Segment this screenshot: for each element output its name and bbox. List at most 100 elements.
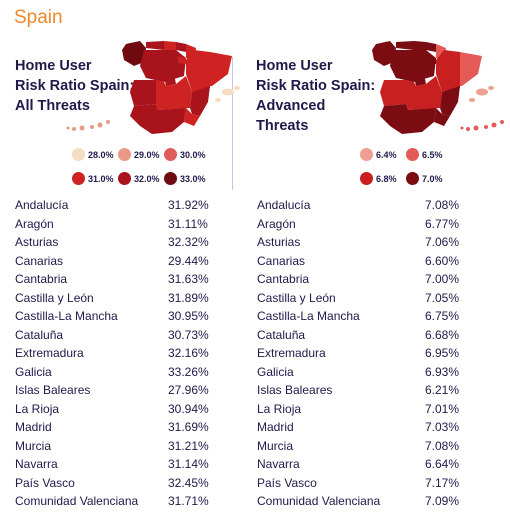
canary-islands bbox=[66, 120, 110, 131]
table-row: Murcia 7.08% bbox=[257, 437, 477, 456]
region-name: Islas Baleares bbox=[15, 383, 91, 398]
region-name: Cantabria bbox=[15, 272, 68, 287]
table-row: Cataluña 30.73% bbox=[15, 326, 215, 345]
heading-line: Home User bbox=[15, 58, 92, 74]
risk-value: 7.08% bbox=[425, 198, 460, 213]
risk-value: 6.60% bbox=[425, 253, 460, 268]
region-murcia bbox=[184, 108, 200, 126]
spain-map-advanced-threats bbox=[372, 41, 504, 134]
risk-value: 31.69% bbox=[168, 420, 209, 435]
region-baleares-ibiza bbox=[469, 98, 475, 102]
region-name: Andalucía bbox=[257, 198, 311, 213]
legend-label: 33.0% bbox=[180, 173, 206, 184]
region-name: País Vasco bbox=[257, 475, 317, 490]
legend-item: 29.0% bbox=[118, 148, 160, 161]
table-row: Aragón 6.77% bbox=[257, 215, 477, 234]
table-row: Castilla-La Mancha 30.95% bbox=[15, 307, 215, 326]
risk-value: 31.89% bbox=[168, 290, 209, 305]
table-row: Islas Baleares 6.21% bbox=[257, 381, 477, 400]
region-baleares-mallorca bbox=[476, 88, 488, 96]
risk-value: 29.44% bbox=[168, 253, 209, 268]
heading-line: Home User bbox=[256, 58, 333, 74]
table-row: La Rioja 7.01% bbox=[257, 400, 477, 419]
canary-islands bbox=[460, 120, 504, 131]
table-row: Murcia 31.21% bbox=[15, 437, 215, 456]
region-baleares-ibiza bbox=[215, 98, 221, 102]
table-row: Extremadura 32.16% bbox=[15, 344, 215, 363]
table-row: Castilla y León 31.89% bbox=[15, 289, 215, 308]
legend-label: 6.8% bbox=[376, 173, 397, 184]
table-row: Galicia 6.93% bbox=[257, 363, 477, 382]
region-name: Navarra bbox=[257, 457, 300, 472]
region-name: Comunidad Valenciana bbox=[15, 494, 139, 509]
region-cantabria bbox=[164, 41, 176, 50]
region-name: Canarias bbox=[15, 253, 64, 268]
advanced-threats-heading: Home User Risk Ratio Spain: Advanced Thr… bbox=[256, 56, 386, 136]
legend-label: 29.0% bbox=[134, 149, 160, 160]
risk-value: 31.71% bbox=[168, 494, 209, 509]
legend-label: 28.0% bbox=[88, 149, 114, 160]
region-name: La Rioja bbox=[15, 401, 60, 416]
table-row: Madrid 7.03% bbox=[257, 418, 477, 437]
legend-item: 32.0% bbox=[118, 172, 160, 185]
legend-swatch bbox=[118, 172, 131, 185]
advanced-threats-legend: 6.4% 6.5% 6.8% 7.0% bbox=[360, 148, 480, 188]
table-row: Extremadura 6.95% bbox=[257, 344, 477, 363]
region-name: Madrid bbox=[257, 420, 294, 435]
risk-value: 7.01% bbox=[425, 401, 460, 416]
region-name: La Rioja bbox=[257, 401, 302, 416]
table-row: Aragón 31.11% bbox=[15, 215, 215, 234]
risk-value: 30.95% bbox=[168, 309, 209, 324]
risk-value: 6.21% bbox=[425, 383, 460, 398]
heading-line: Risk Ratio Spain: bbox=[15, 78, 135, 94]
region-castilla-leon bbox=[140, 50, 186, 82]
region-name: Asturias bbox=[257, 235, 301, 250]
legend-swatch bbox=[72, 148, 85, 161]
region-name: Extremadura bbox=[257, 346, 326, 361]
region-name: Extremadura bbox=[15, 346, 84, 361]
region-name: Comunidad Valenciana bbox=[257, 494, 381, 509]
region-extremadura bbox=[380, 80, 406, 106]
table-row: Cantabria 7.00% bbox=[257, 270, 477, 289]
legend-swatch bbox=[164, 172, 177, 185]
page-title: Spain bbox=[14, 7, 63, 28]
table-row: Andalucía 31.92% bbox=[15, 196, 215, 215]
legend-swatch bbox=[360, 172, 373, 185]
legend-label: 6.4% bbox=[376, 149, 397, 160]
region-la-rioja bbox=[178, 56, 186, 64]
legend-label: 7.0% bbox=[422, 173, 443, 184]
table-row: Castilla y León 7.05% bbox=[257, 289, 477, 308]
legend-item: 6.8% bbox=[360, 172, 397, 185]
risk-value: 31.63% bbox=[168, 272, 209, 287]
legend-label: 30.0% bbox=[180, 149, 206, 160]
balearic-islands bbox=[469, 86, 494, 102]
region-name: Cantabria bbox=[257, 272, 310, 287]
legend-swatch bbox=[118, 148, 131, 161]
panel-divider bbox=[232, 57, 233, 190]
region-andalucia bbox=[130, 104, 186, 134]
region-baleares-mallorca bbox=[222, 88, 234, 96]
legend-item: 30.0% bbox=[164, 148, 206, 161]
legend-item: 6.4% bbox=[360, 148, 397, 161]
risk-value: 31.92% bbox=[168, 198, 209, 213]
risk-value: 32.16% bbox=[168, 346, 209, 361]
region-murcia bbox=[434, 108, 450, 126]
risk-value: 33.26% bbox=[168, 364, 209, 379]
table-row: Comunidad Valenciana 31.71% bbox=[15, 492, 215, 511]
region-name: Aragón bbox=[257, 216, 296, 231]
region-madrid bbox=[414, 74, 426, 86]
region-name: Murcia bbox=[15, 438, 52, 453]
region-valenciana bbox=[440, 86, 460, 116]
heading-line: Advanced bbox=[256, 98, 326, 114]
table-row: Castilla-La Mancha 6.75% bbox=[257, 307, 477, 326]
region-baleares-menorca bbox=[234, 86, 240, 90]
legend-item: 6.5% bbox=[406, 148, 443, 161]
legend-swatch bbox=[164, 148, 177, 161]
legend-swatch bbox=[406, 172, 419, 185]
risk-value: 30.94% bbox=[168, 401, 209, 416]
risk-value: 7.17% bbox=[425, 475, 460, 490]
region-galicia bbox=[372, 41, 396, 66]
risk-value: 7.00% bbox=[425, 272, 460, 287]
region-pais-vasco bbox=[176, 42, 186, 52]
table-row: Canarias 6.60% bbox=[257, 252, 477, 271]
